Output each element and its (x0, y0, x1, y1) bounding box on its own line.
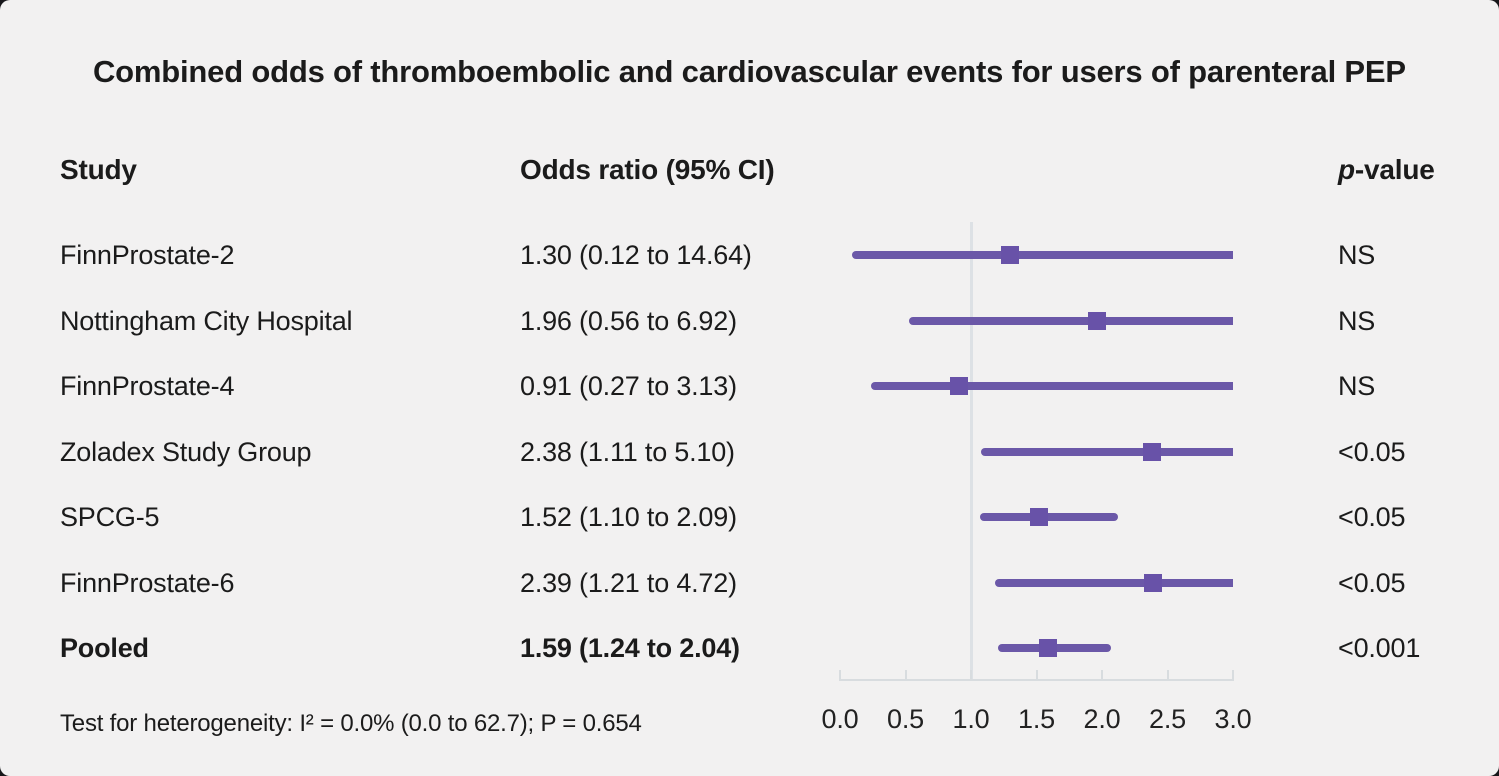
column-header-study: Study (60, 154, 137, 185)
odds-ratio-value: 1.96 (0.56 to 6.92) (520, 305, 737, 336)
odds-ratio-value: 2.39 (1.21 to 4.72) (520, 567, 737, 598)
odds-ratio-value: 1.59 (1.24 to 2.04) (520, 633, 740, 663)
x-axis-tick (1101, 670, 1103, 679)
x-axis-tick (839, 670, 841, 679)
p-value: NS (1338, 240, 1376, 270)
odds-ratio-value: 2.38 (1.11 to 5.10) (520, 436, 735, 467)
confidence-interval-line (851, 251, 1233, 259)
odds-ratio-value: 0.91 (0.27 to 3.13) (520, 371, 737, 401)
x-axis-tick-label: 0.5 (887, 704, 924, 734)
p-value: NS (1338, 305, 1376, 336)
p-value: <0.05 (1338, 567, 1406, 598)
x-axis-tick-label: 2.0 (1083, 704, 1121, 734)
study-label: FinnProstate-4 (60, 371, 235, 401)
odds-ratio-marker (1087, 311, 1106, 330)
column-header-p-value: p-value (1338, 155, 1435, 185)
study-label: FinnProstate-2 (60, 240, 235, 270)
x-axis-line (839, 679, 1234, 681)
study-label: Zoladex Study Group (60, 436, 312, 467)
odds-ratio-marker (950, 377, 969, 395)
p-value: <0.001 (1338, 633, 1421, 663)
figure-title: Combined odds of thromboembolic and card… (93, 54, 1406, 89)
column-header-odds-ratio: Odds ratio (95% CI) (520, 154, 775, 185)
odds-ratio-marker (1030, 508, 1049, 526)
x-axis-tick-label: 3.0 (1214, 704, 1252, 734)
confidence-interval-line (980, 513, 1118, 521)
confidence-interval-line (871, 382, 1233, 390)
p-value-header-italic-p: p (1338, 154, 1355, 185)
odds-ratio-value: 1.30 (0.12 to 14.64) (520, 240, 752, 270)
x-axis-tick (1035, 670, 1038, 679)
x-axis-tick-label: 1.5 (1018, 704, 1055, 734)
confidence-interval-line (909, 316, 1233, 325)
x-axis-tick-label: 2.5 (1149, 704, 1186, 734)
p-value-header-rest: -value (1354, 154, 1435, 185)
x-axis-tick (1166, 670, 1169, 679)
study-label: SPCG-5 (60, 502, 160, 532)
study-label: FinnProstate-6 (60, 567, 235, 598)
p-value: NS (1338, 371, 1376, 401)
x-axis-tick (1232, 670, 1234, 679)
confidence-interval-line (981, 447, 1233, 456)
x-axis-tick (970, 670, 972, 679)
x-axis-tick-label: 1.0 (952, 704, 990, 734)
odds-ratio-marker (1142, 442, 1161, 461)
odds-ratio-marker (1144, 573, 1163, 592)
heterogeneity-note: Test for heterogeneity: I² = 0.0% (0.0 t… (60, 710, 642, 737)
odds-ratio-value: 1.52 (1.10 to 2.09) (520, 502, 737, 532)
study-label: Nottingham City Hospital (60, 305, 353, 336)
x-axis-tick-label: 0.0 (821, 704, 859, 734)
study-label: Pooled (60, 633, 149, 663)
odds-ratio-marker (1039, 639, 1058, 657)
confidence-interval-line (994, 578, 1233, 587)
odds-ratio-marker (1001, 246, 1020, 264)
x-axis-tick (904, 670, 907, 679)
p-value: <0.05 (1338, 502, 1406, 532)
p-value: <0.05 (1338, 436, 1406, 467)
reference-line (969, 222, 973, 680)
